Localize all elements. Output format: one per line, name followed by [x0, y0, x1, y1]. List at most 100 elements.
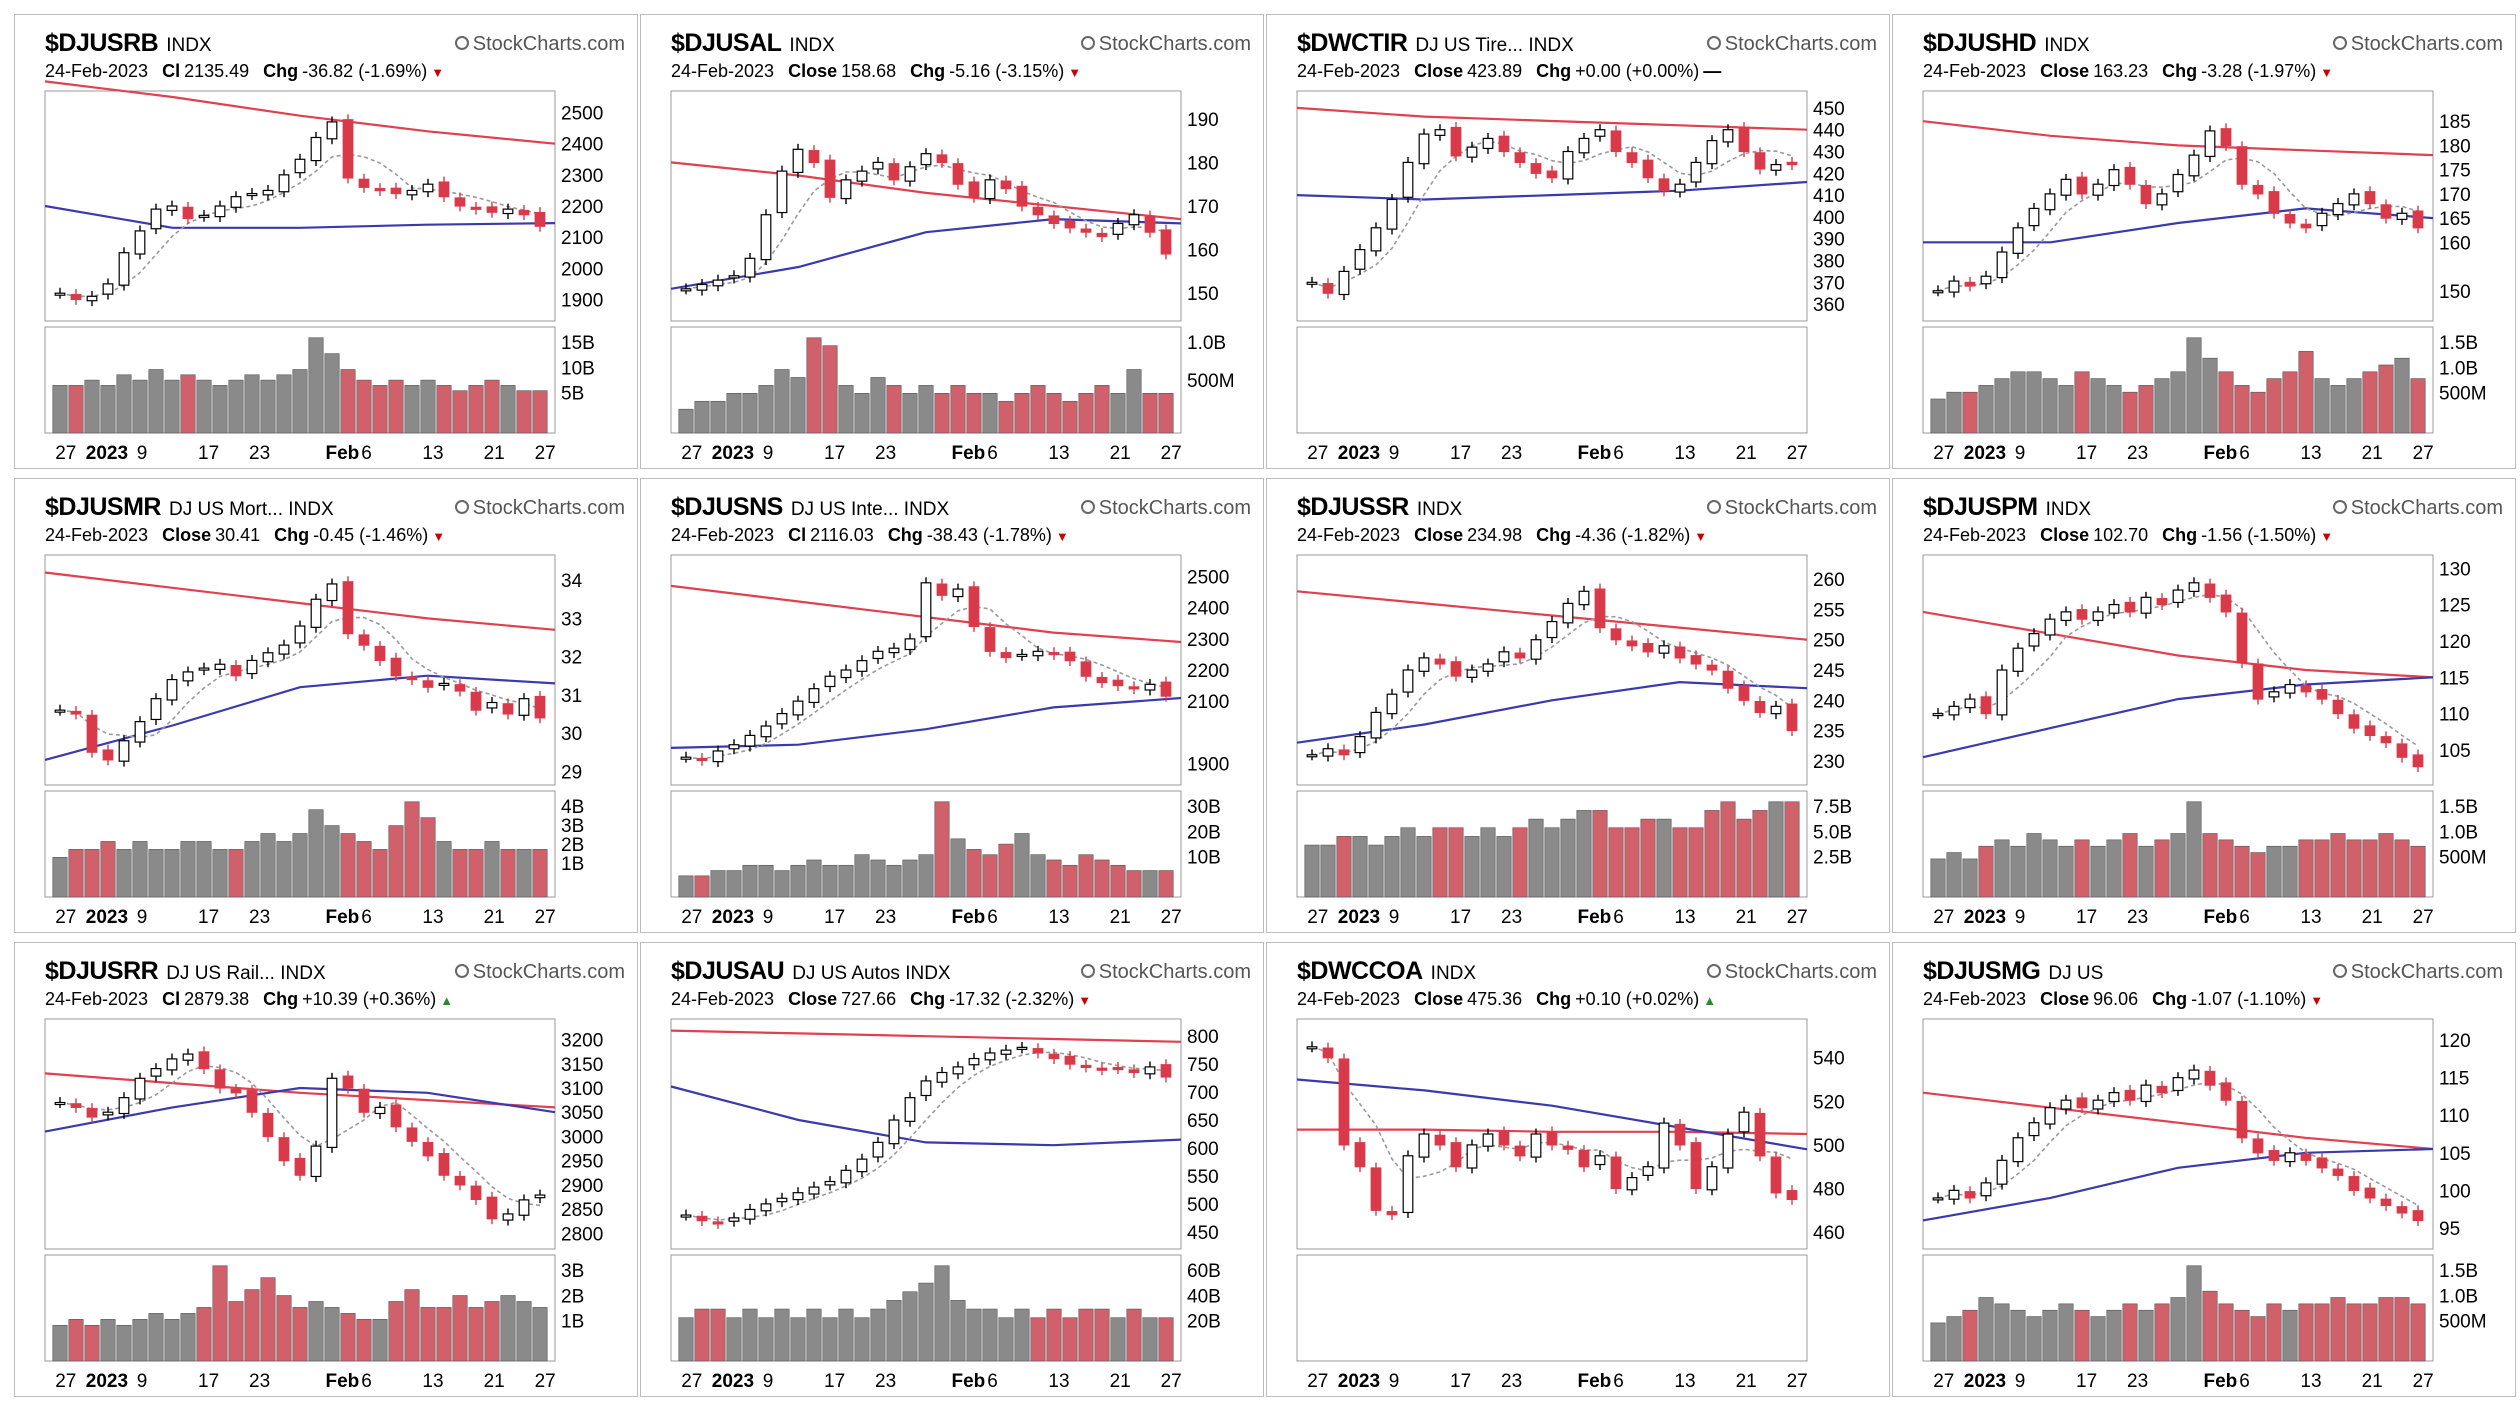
ma-long-line	[1922, 120, 2434, 157]
candle	[1482, 1128, 1494, 1152]
candle	[2284, 209, 2296, 229]
candle	[984, 1047, 996, 1066]
candle	[1032, 1043, 1044, 1059]
candle	[1658, 640, 1670, 659]
volume-bar	[276, 1295, 292, 1362]
date-label: 24-Feb-2023	[1923, 989, 2027, 1009]
down-arrow-icon: ▼	[432, 529, 446, 544]
candle	[1642, 154, 1654, 184]
candle	[1690, 156, 1702, 188]
candle	[1530, 634, 1542, 665]
x-tick-label: 27	[2413, 1371, 2434, 1392]
close-value: 2135.49	[184, 61, 250, 81]
chart-panel-dwctir[interactable]: $DWCTIR DJ US Tire... INDX StockCharts.com…	[1266, 14, 1890, 469]
volume-bar	[742, 393, 758, 434]
y-tick-label: 105	[2439, 741, 2471, 762]
price-plot-frame	[1922, 1018, 2434, 1250]
candle	[390, 652, 402, 682]
close-key: Close	[2040, 525, 2090, 545]
volume-bar	[854, 393, 870, 434]
chart-panel-djusau[interactable]: $DJUSAU DJ US Autos INDX StockCharts.com 24…	[640, 942, 1264, 1397]
volume-bar	[2234, 845, 2250, 898]
y-tick-label: 2900	[561, 1176, 603, 1197]
candle	[2204, 125, 2216, 162]
chart-panel-djusrr[interactable]: $DJUSRR DJ US Rail... INDX StockCharts.com…	[14, 942, 638, 1397]
candle	[824, 670, 836, 692]
volume-tick-label: 500M	[1187, 371, 1235, 392]
volume-bar	[2330, 833, 2346, 898]
y-tick-label: 390	[1813, 230, 1845, 251]
volume-tick-label: 2.5B	[1813, 848, 1852, 869]
volume-bar	[1656, 818, 1672, 898]
down-arrow-icon: ▼	[1694, 529, 1708, 544]
volume-bar	[726, 1317, 742, 1362]
volume-bar	[2138, 1309, 2154, 1362]
x-tick-label: 21	[2362, 443, 2383, 464]
candle	[198, 662, 210, 676]
candle	[198, 1046, 210, 1075]
candle	[2316, 1152, 2328, 1174]
chart-panel-djusrb[interactable]: $DJUSRB INDX StockCharts.com 24-Feb-2023 Cl 2…	[14, 14, 638, 469]
candle	[1144, 1061, 1156, 1080]
chart-panel-djushd[interactable]: $DJUSHD INDX StockCharts.com 24-Feb-2023 Clo…	[1892, 14, 2516, 469]
candle	[150, 1063, 162, 1082]
candle	[2236, 1096, 2248, 1144]
candle	[680, 751, 692, 763]
index-name: INDX	[2045, 499, 2091, 520]
volume-bar	[308, 809, 324, 898]
candle	[1402, 1150, 1414, 1218]
volume-bar	[1512, 827, 1528, 898]
candle	[2252, 1133, 2264, 1159]
volume-bar	[2154, 378, 2170, 434]
volume-bar	[2314, 839, 2330, 898]
y-tick-label: 170	[2439, 185, 2471, 206]
price-plot-frame	[670, 1018, 1182, 1250]
chg-value: -36.82 (-1.69%)	[302, 61, 428, 81]
y-tick-label: 230	[1813, 752, 1845, 773]
chart-panel-djusmr[interactable]: $DJUSMR DJ US Mort... INDX StockCharts.com…	[14, 478, 638, 933]
chg-key: Chg	[910, 61, 946, 81]
chart-panel-djuspm[interactable]: $DJUSPM INDX StockCharts.com 24-Feb-2023 Clo…	[1892, 478, 2516, 933]
volume-bar	[2298, 1303, 2314, 1362]
y-tick-label: 2400	[1187, 599, 1229, 620]
x-tick-label: 27	[681, 1371, 702, 1392]
volume-bar	[420, 379, 436, 434]
x-tick-label: 13	[1674, 907, 1695, 928]
x-tick-label: 23	[1501, 1371, 1522, 1392]
volume-bar	[726, 393, 742, 434]
x-tick-label: 9	[763, 443, 774, 464]
candle	[1626, 147, 1638, 168]
y-tick-label: 520	[1813, 1092, 1845, 1113]
chg-key: Chg	[887, 525, 923, 545]
y-tick-label: 170	[1187, 197, 1219, 218]
candle	[294, 620, 306, 649]
ma-short-line	[59, 1064, 541, 1207]
volume-tick-label: 15B	[561, 333, 595, 354]
candle	[486, 1191, 498, 1225]
y-tick-label: 33	[561, 609, 582, 630]
chart-panel-djussr[interactable]: $DJUSSR INDX StockCharts.com 24-Feb-2023 Clo…	[1266, 478, 1890, 933]
volume-bar	[500, 385, 516, 434]
x-tick-label: 13	[422, 1371, 443, 1392]
price-summary: 24-Feb-2023 Close 102.70 Chg -1.56 (-1.50%) ▼	[1923, 525, 2503, 549]
candle	[1434, 653, 1446, 670]
candle	[486, 201, 498, 218]
volume-bar	[484, 841, 500, 898]
chart-panel-djusal[interactable]: $DJUSAL INDX StockCharts.com 24-Feb-2023 Clo…	[640, 14, 1264, 469]
candle	[1706, 659, 1718, 676]
chart-panel-djusns[interactable]: $DJUSNS DJ US Inte... INDX StockCharts.com…	[640, 478, 1264, 933]
candle	[2028, 1117, 2040, 1142]
chart-panel-djusmg[interactable]: $DJUSMG DJ US StockCharts.com 24-Feb-2023 Cl…	[1892, 942, 2516, 1397]
candle	[1096, 228, 1108, 242]
candle	[374, 1101, 386, 1119]
volume-bar	[854, 1317, 870, 1362]
up-arrow-icon: ▲	[1703, 993, 1717, 1008]
candle	[696, 279, 708, 296]
candle	[2140, 591, 2152, 619]
candle	[2044, 613, 2056, 641]
chart-panel-dwccoa[interactable]: $DWCCOA INDX StockCharts.com 24-Feb-2023 Clo…	[1266, 942, 1890, 1397]
volume-bar	[1962, 858, 1978, 898]
candle	[984, 174, 996, 205]
volume-bar	[484, 1301, 500, 1362]
candle	[438, 1148, 450, 1181]
